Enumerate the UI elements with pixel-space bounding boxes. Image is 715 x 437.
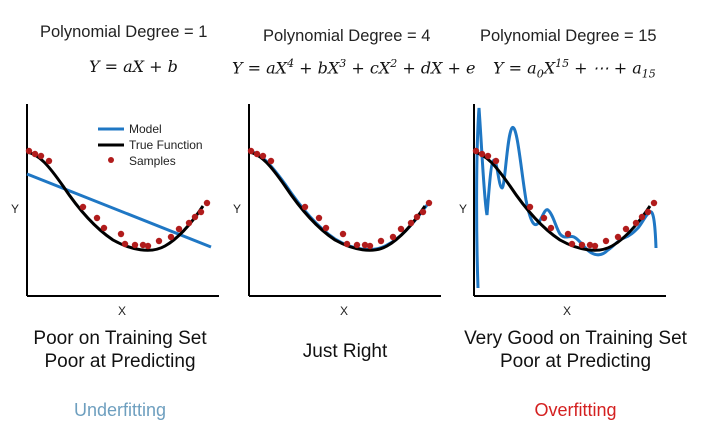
- underfitting-label: Underfitting: [73, 400, 167, 420]
- sample-point: [353, 241, 361, 249]
- sample-point: [301, 203, 309, 211]
- legend-true-function-label: True Function: [129, 138, 203, 152]
- plot-panel-1: Y X Model True Function Samples: [11, 104, 219, 318]
- sample-point: [203, 199, 211, 207]
- sample-point: [478, 150, 486, 158]
- sample-point: [578, 241, 586, 249]
- sample-point: [197, 208, 205, 216]
- overfitting-label: Overfitting: [534, 400, 617, 420]
- x-axis-label: X: [340, 304, 348, 318]
- verdict-line: Poor at Predicting: [44, 351, 196, 372]
- verdict-line: Very Good on Training Set: [464, 328, 687, 349]
- samples: [25, 147, 211, 250]
- equation-degree-15: Y = a0X15 + ⋯ + a15: [493, 57, 656, 81]
- x-axis-label: X: [563, 304, 571, 318]
- legend-model-label: Model: [129, 122, 162, 136]
- sample-point: [366, 242, 374, 250]
- sample-point: [31, 150, 39, 158]
- sample-point: [472, 147, 480, 155]
- legend: Model True Function Samples: [98, 122, 203, 168]
- sample-point: [322, 224, 330, 232]
- sample-point: [644, 208, 652, 216]
- sample-point: [100, 224, 108, 232]
- sample-point: [632, 219, 640, 227]
- plot-panel-2: Y X: [233, 104, 441, 318]
- sample-point: [602, 237, 610, 245]
- legend-samples-swatch: [108, 157, 114, 163]
- sample-point: [540, 214, 548, 222]
- x-axis-label: X: [118, 304, 126, 318]
- true-function-curve: [473, 150, 652, 252]
- verdict-panel-1: Poor on Training Set Poor at Predicting: [0, 327, 240, 373]
- sample-point: [121, 240, 129, 248]
- verdict-panel-3: Very Good on Training Set Poor at Predic…: [448, 327, 703, 373]
- sample-point: [315, 214, 323, 222]
- equation-degree-4: Y = aX4 + bX3 + cX2 + dX + e: [232, 57, 476, 78]
- sample-point: [339, 230, 347, 238]
- legend-samples-label: Samples: [129, 154, 176, 168]
- sample-point: [267, 157, 275, 165]
- equation-degree-1: Y = aX + b: [89, 57, 178, 76]
- sample-point: [492, 157, 500, 165]
- sample-point: [167, 233, 175, 241]
- degree-label-1: Polynomial Degree = 1: [40, 23, 208, 41]
- degree-label-4: Polynomial Degree = 4: [263, 27, 431, 45]
- model-curve: [475, 107, 658, 289]
- sample-point: [526, 203, 534, 211]
- sample-point: [45, 157, 53, 165]
- y-axis-label: Y: [11, 202, 19, 216]
- degree-label-15: Polynomial Degree = 15: [480, 27, 657, 45]
- sample-point: [586, 241, 594, 249]
- samples: [472, 147, 658, 250]
- true-function-curve: [248, 150, 427, 252]
- sample-point: [425, 199, 433, 207]
- sample-point: [591, 242, 599, 250]
- sample-point: [191, 213, 199, 221]
- sample-point: [638, 213, 646, 221]
- sample-point: [419, 208, 427, 216]
- sample-point: [407, 219, 415, 227]
- y-axis-label: Y: [233, 202, 241, 216]
- sample-point: [568, 240, 576, 248]
- verdict-line: Poor on Training Set: [33, 328, 207, 349]
- verdict-panel-2: Just Right: [245, 340, 445, 363]
- plot-panel-3: Y X: [459, 104, 666, 318]
- true-function-curve: [26, 150, 205, 252]
- sample-point: [139, 241, 147, 249]
- sample-point: [377, 237, 385, 245]
- sample-point: [25, 147, 33, 155]
- sample-point: [144, 242, 152, 250]
- sample-point: [175, 225, 183, 233]
- sample-point: [484, 152, 492, 160]
- sample-point: [247, 147, 255, 155]
- sample-point: [413, 213, 421, 221]
- sample-point: [343, 240, 351, 248]
- sample-point: [185, 219, 193, 227]
- sample-point: [650, 199, 658, 207]
- sample-point: [361, 241, 369, 249]
- verdict-line: Poor at Predicting: [499, 351, 652, 372]
- sample-point: [397, 225, 405, 233]
- sample-point: [155, 237, 163, 245]
- verdict-line: Just Right: [302, 341, 388, 362]
- sample-point: [117, 230, 125, 238]
- samples: [247, 147, 433, 250]
- sample-point: [547, 224, 555, 232]
- sample-point: [253, 150, 261, 158]
- sample-point: [79, 203, 87, 211]
- sample-point: [622, 225, 630, 233]
- sample-point: [93, 214, 101, 222]
- sample-point: [389, 233, 397, 241]
- y-axis-label: Y: [459, 202, 467, 216]
- sample-point: [614, 233, 622, 241]
- sample-point: [131, 241, 139, 249]
- sample-point: [259, 152, 267, 160]
- sample-point: [37, 152, 45, 160]
- sample-point: [564, 230, 572, 238]
